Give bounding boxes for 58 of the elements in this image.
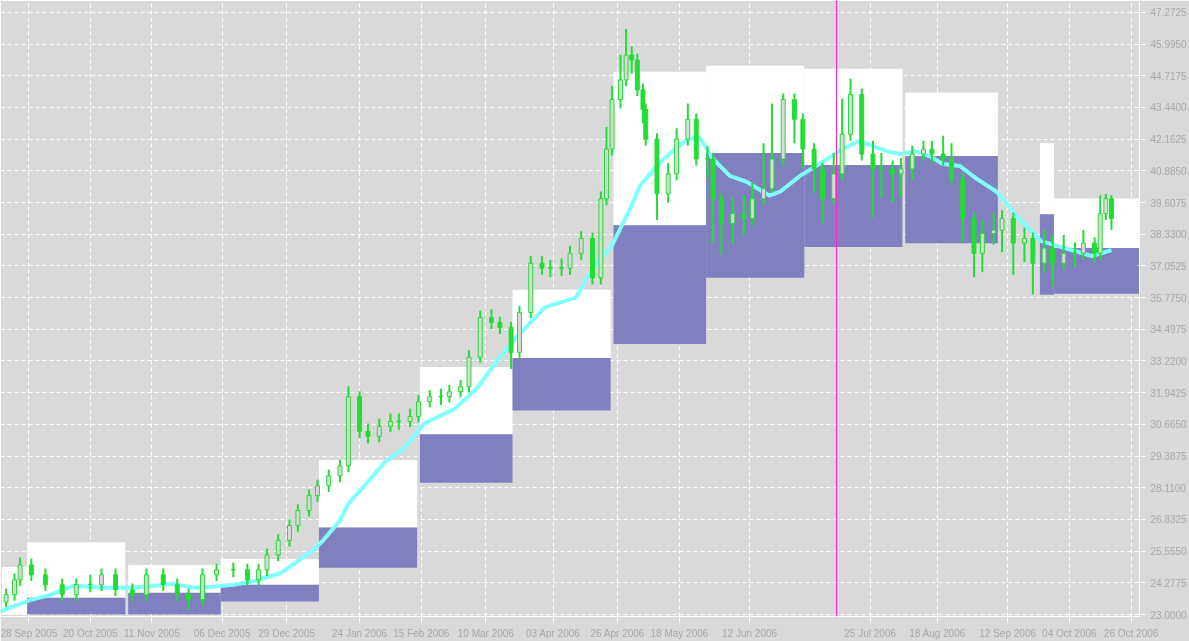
- candlestick: [337, 458, 343, 484]
- candlestick: [376, 417, 382, 444]
- candlestick: [326, 468, 332, 493]
- bar: [905, 92, 998, 157]
- candlestick: [878, 152, 884, 199]
- candlestick: [1050, 233, 1055, 289]
- candlestick: [42, 567, 48, 592]
- candlestick: [28, 557, 34, 583]
- candlestick: [730, 196, 736, 246]
- candlestick: [387, 412, 393, 434]
- candlestick: [1022, 226, 1027, 264]
- candlestick: [909, 144, 915, 182]
- candlestick: [306, 488, 312, 518]
- candlestick: [3, 587, 9, 609]
- candlestick: [365, 422, 371, 445]
- candlestick: [921, 139, 926, 162]
- candlestick: [665, 162, 671, 204]
- candlestick: [539, 255, 545, 276]
- candlestick: [567, 245, 573, 276]
- candlestick: [416, 393, 421, 424]
- candlestick: [286, 518, 292, 548]
- candlestick: [488, 308, 494, 331]
- candlestick: [99, 567, 104, 592]
- candlestick: [264, 547, 270, 578]
- candlestick: [186, 587, 191, 611]
- candlestick: [1041, 228, 1047, 274]
- candlestick: [59, 577, 65, 602]
- candlestick: [1061, 233, 1067, 271]
- candlestick: [438, 387, 444, 406]
- candlestick: [870, 139, 876, 219]
- candlestick: [749, 181, 755, 227]
- candlestick: [407, 407, 413, 429]
- candlestick: [578, 230, 584, 261]
- candlestick: [256, 562, 262, 587]
- candlestick: [244, 562, 250, 587]
- candlestick: [929, 139, 935, 164]
- candlestick: [791, 92, 797, 145]
- candlestick: [275, 533, 281, 563]
- candlestick: [685, 102, 691, 147]
- candlestick: [811, 142, 817, 194]
- candlestick: [979, 219, 985, 274]
- candlestick: [295, 503, 301, 533]
- candlestick: [315, 478, 320, 503]
- candlestick: [1072, 241, 1078, 269]
- candlestick: [174, 577, 180, 602]
- candlestick: [898, 157, 904, 199]
- candlestick: [761, 142, 767, 207]
- candlestick: [113, 567, 118, 597]
- candlestick: [1080, 228, 1086, 261]
- candlestick: [143, 567, 149, 602]
- candlestick: [160, 567, 166, 592]
- candlestick: [741, 194, 747, 236]
- candlestick: [940, 134, 946, 167]
- candlestick: [890, 159, 896, 204]
- candlestick: [991, 211, 997, 246]
- candlestick: [999, 209, 1005, 254]
- candlestick: [949, 142, 954, 187]
- candlestick: [73, 577, 79, 602]
